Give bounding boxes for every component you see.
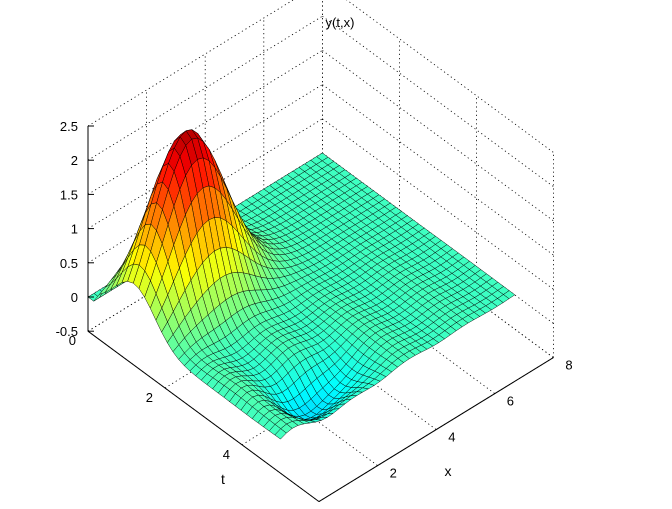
x-tick-label: 4 [448,430,455,445]
t-tick-label: 2 [146,390,153,405]
x-axis-label: x [445,463,452,479]
x-tick-label: 6 [507,394,514,409]
t-axis-label: t [221,471,225,487]
t-tick-label: 4 [223,447,230,462]
z-tick-label: 0 [71,290,78,305]
z-tick-label: 2.5 [60,119,78,134]
z-tick-label: 1.5 [60,187,78,202]
z-tick-label: 1 [71,222,78,237]
t-tick-label: 0 [69,333,76,348]
x-tick-label: 2 [390,466,397,481]
chart-title: y(t,x) [326,15,355,30]
z-tick-label: 2 [71,153,78,168]
x-tick-label: 8 [565,358,572,373]
z-tick-label: 0.5 [60,256,78,271]
